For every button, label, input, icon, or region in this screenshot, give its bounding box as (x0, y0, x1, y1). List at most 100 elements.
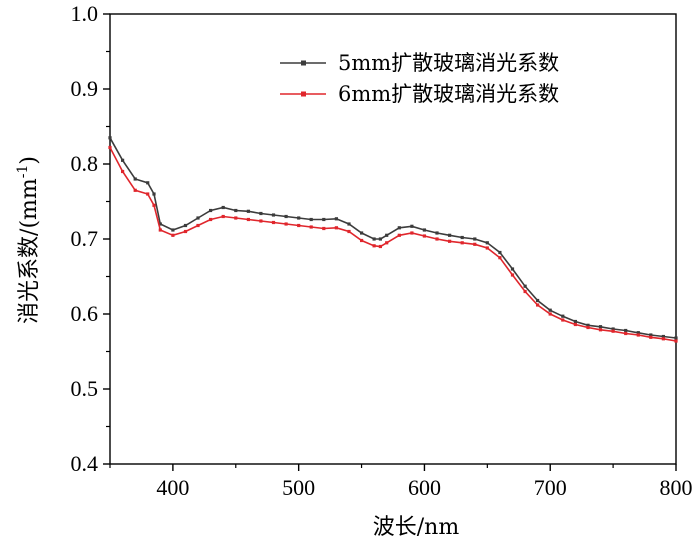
series-1-point (209, 208, 213, 213)
series-2-point (523, 289, 527, 294)
series-1-point (536, 298, 540, 303)
series-1-point (410, 224, 414, 228)
series-1-point (284, 214, 288, 219)
series-2-point (347, 229, 351, 234)
series-1-point (485, 241, 489, 245)
series-1-point (347, 222, 351, 226)
legend: 5mm扩散玻璃消光系数 6mm扩散玻璃消光系数 (280, 51, 559, 106)
series-1-point (498, 250, 502, 255)
series-2-point (397, 233, 401, 237)
series-2-point (661, 337, 665, 341)
y-tick-label: 0.6 (71, 301, 99, 326)
series-2-point (422, 234, 426, 238)
series-1-point (108, 136, 112, 140)
series-1-point (221, 205, 225, 210)
series-2-point (259, 219, 263, 223)
series-2-point (385, 241, 389, 245)
series-1-point (171, 228, 175, 232)
series-layer (108, 136, 678, 343)
series-1-point (385, 233, 389, 237)
legend-label-1: 5mm扩散玻璃消光系数 (338, 51, 559, 75)
series-1-point (133, 177, 137, 181)
series-2-point (448, 239, 452, 243)
y-tick-label: 1.0 (71, 1, 99, 26)
series-1-point (271, 213, 276, 217)
y-tick-label: 0.9 (71, 76, 99, 101)
series-1-point (360, 231, 364, 235)
series-line-1 (109, 137, 677, 339)
legend-swatch-marker-1 (301, 60, 306, 66)
series-1-point (448, 233, 452, 237)
series-1-point (246, 209, 250, 213)
series-1-point (334, 217, 338, 221)
y-axis-ticks: 0.4 0.5 0.6 0.7 0.8 0.9 1.0 (71, 1, 110, 476)
y-axis-title-tail: ) (17, 156, 42, 165)
series-1-point (297, 216, 301, 220)
series-1-point (598, 325, 603, 329)
series-1-point (397, 226, 401, 230)
series-1-point (121, 158, 125, 162)
series-1-point (196, 216, 200, 220)
series-2-point (158, 228, 162, 232)
series-2-point (152, 203, 156, 207)
series-2-point (378, 244, 382, 249)
series-2-point (485, 246, 489, 250)
series-1-point (158, 222, 162, 226)
series-2-point (234, 216, 238, 220)
series-2-point (271, 220, 276, 225)
y-tick-label: 0.5 (71, 376, 99, 401)
series-1-point (548, 308, 552, 312)
series-2-point (624, 331, 628, 336)
series-2-point (309, 225, 313, 229)
series-2-point (183, 229, 188, 234)
x-tick-label: 800 (660, 475, 693, 500)
series-2-point (196, 223, 200, 228)
series-2-point (410, 231, 414, 235)
series-2-point (121, 169, 125, 174)
series-1-point (473, 237, 477, 241)
x-tick-label: 500 (282, 475, 315, 500)
series-2-point (510, 273, 515, 277)
series-1-point (649, 333, 653, 337)
series-1-point (561, 314, 565, 318)
series-2-point (636, 333, 640, 337)
series-2-point (146, 192, 150, 196)
series-1-point (510, 267, 515, 271)
series-2-point (221, 214, 225, 219)
series-1-point (259, 211, 263, 216)
series-2-point (322, 226, 326, 231)
series-2-point (536, 303, 540, 307)
series-2-point (372, 244, 376, 248)
y-axis-title-main: 消光系数/(mm (17, 178, 42, 324)
series-2-point (108, 145, 112, 150)
series-1-point (636, 331, 640, 335)
series-2-point (561, 318, 565, 322)
series-2-point (473, 242, 477, 246)
series-2-point (586, 325, 590, 330)
series-2-point (284, 222, 288, 226)
series-2-point (297, 223, 301, 228)
y-axis-title: 消光系数/(mm-1) (15, 156, 42, 324)
series-1-point (234, 208, 238, 213)
series-1-point (460, 235, 464, 240)
series-1-point (372, 237, 376, 241)
x-tick-label: 600 (408, 475, 441, 500)
series-1-point (523, 284, 527, 288)
series-2-point (598, 328, 603, 332)
series-1-point (661, 334, 665, 339)
legend-swatch-marker-2 (301, 91, 306, 97)
series-2-point (674, 339, 678, 343)
series-1-point (378, 237, 382, 241)
series-1-point (573, 319, 577, 324)
y-tick-label: 0.7 (71, 226, 99, 251)
series-1-point (624, 328, 628, 333)
series-2-point (171, 233, 175, 237)
series-2-point (246, 217, 250, 222)
series-1-point (422, 228, 426, 232)
x-axis-title: 波长/nm (373, 515, 460, 540)
y-axis-title-superscript: -1 (15, 165, 31, 179)
series-1-point (322, 217, 326, 222)
y-tick-label: 0.8 (71, 151, 99, 176)
series-1-point (146, 181, 150, 185)
